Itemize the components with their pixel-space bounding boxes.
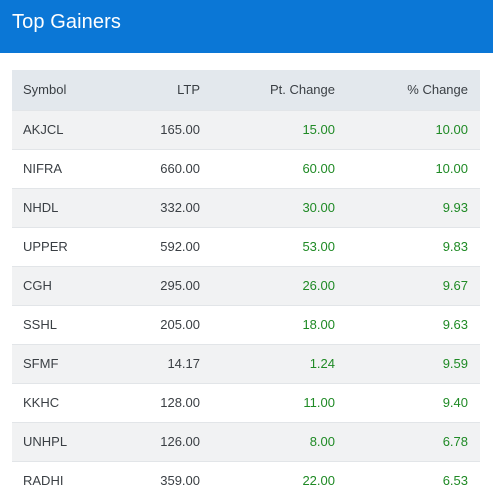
pt-change-cell: 30.00 [302,200,335,215]
column-header-pt-change[interactable]: Pt. Change [269,82,335,98]
ltp-cell: 660.00 [160,161,200,176]
top-gainers-header: Top Gainers [0,0,493,53]
pt-change-cell: 15.00 [302,122,335,137]
page-title: Top Gainers [12,11,121,33]
table-row[interactable]: UNHPL 126.00 8.00 6.78 [12,422,480,461]
ltp-cell: 332.00 [160,200,200,215]
pct-change-cell: 10.00 [435,161,468,176]
table-row[interactable]: NHDL 332.00 30.00 9.93 [12,188,480,227]
table-row[interactable]: AKJCL 165.00 15.00 10.00 [12,110,480,149]
table-row[interactable]: SSHL 205.00 18.00 9.63 [12,305,480,344]
ltp-cell: 126.00 [160,434,200,449]
symbol-cell: CGH [23,278,52,293]
pt-change-cell: 1.24 [309,356,335,371]
pt-change-cell: 53.00 [302,239,335,254]
pct-change-cell: 6.78 [442,434,468,449]
pt-change-cell: 11.00 [303,395,335,410]
column-header-ltp[interactable]: LTP [177,82,200,98]
table-header: Symbol LTP Pt. Change % Change [12,70,480,110]
symbol-cell: NHDL [23,200,59,215]
symbol-cell: UPPER [23,239,68,254]
table-row[interactable]: UPPER 592.00 53.00 9.83 [12,227,480,266]
table-row[interactable]: NIFRA 660.00 60.00 10.00 [12,149,480,188]
pt-change-cell: 26.00 [302,278,335,293]
ltp-cell: 14.17 [167,356,200,371]
ltp-cell: 205.00 [160,317,200,332]
table-header-row: Symbol LTP Pt. Change % Change [12,70,480,110]
symbol-cell: NIFRA [23,161,62,176]
symbol-cell: KKHC [23,395,60,410]
column-header-pct-change[interactable]: % Change [407,82,468,98]
pct-change-cell: 9.67 [442,278,468,293]
pt-change-cell: 22.00 [302,473,335,489]
symbol-cell: SFMF [23,356,59,371]
table-row[interactable]: RADHI 359.00 22.00 6.53 [12,461,480,500]
pt-change-cell: 60.00 [302,161,335,176]
symbol-cell: AKJCL [23,122,64,137]
table-row[interactable]: KKHC 128.00 11.00 9.40 [12,383,480,422]
pct-change-cell: 10.00 [435,122,468,137]
table-row[interactable]: CGH 295.00 26.00 9.67 [12,266,480,305]
column-header-symbol[interactable]: Symbol [23,82,67,98]
pct-change-cell: 9.83 [442,239,468,254]
pct-change-cell: 9.63 [442,317,468,332]
ltp-cell: 128.00 [160,395,200,410]
table-body: AKJCL 165.00 15.00 10.00 NIFRA 660.00 60.00 10.… [12,110,480,500]
symbol-cell: SSHL [23,317,57,332]
pct-change-cell: 9.93 [442,200,468,215]
top-gainers-table: Symbol LTP Pt. Change % Change AKJCL 165.… [12,70,480,500]
top-gainers-table-container: Symbol LTP Pt. Change % Change AKJCL 165.… [12,70,480,500]
ltp-cell: 359.00 [160,473,200,489]
table-row[interactable]: SFMF 14.17 1.24 9.59 [12,344,480,383]
ltp-cell: 592.00 [160,239,200,254]
pct-change-cell: 6.53 [442,473,468,489]
symbol-cell: RADHI [23,473,64,489]
pt-change-cell: 18.00 [302,317,335,332]
ltp-cell: 165.00 [160,122,200,137]
pct-change-cell: 9.59 [442,356,468,371]
pt-change-cell: 8.00 [309,434,335,449]
symbol-cell: UNHPL [23,434,68,449]
pct-change-cell: 9.40 [442,395,468,410]
ltp-cell: 295.00 [160,278,200,293]
